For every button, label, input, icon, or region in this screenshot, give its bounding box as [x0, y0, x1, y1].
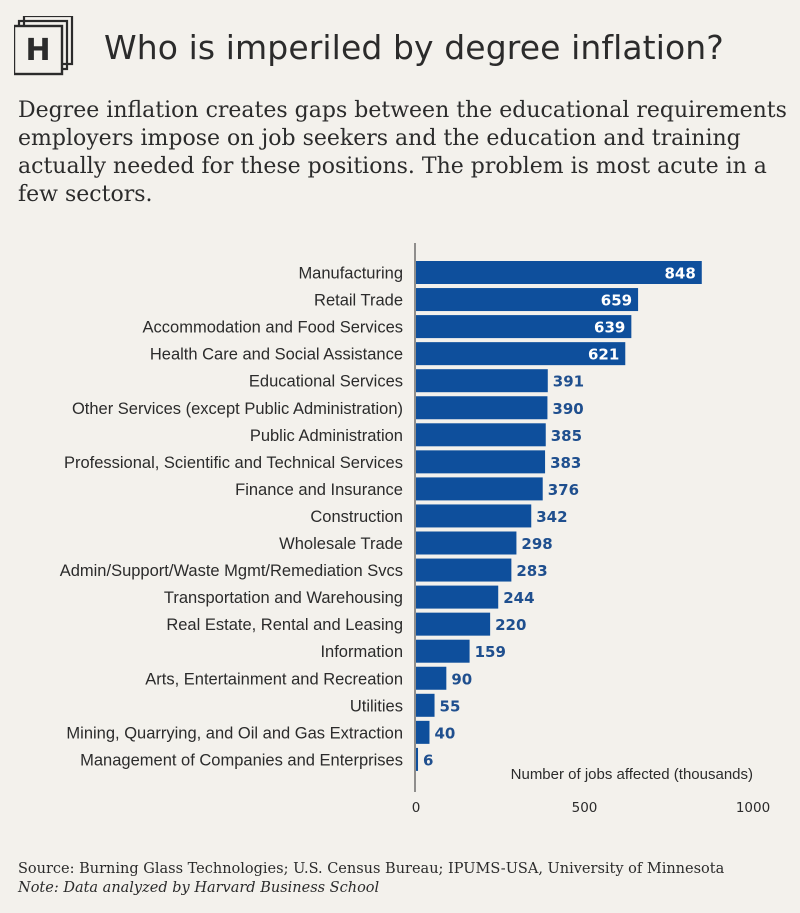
bar — [416, 423, 546, 447]
data-label: 55 — [440, 697, 461, 715]
bar — [416, 558, 512, 582]
bar — [416, 747, 419, 771]
bar — [416, 477, 543, 501]
x-tick-label: 0 — [412, 800, 421, 816]
category-label: Management of Companies and Enterprises — [80, 751, 403, 769]
bar — [416, 720, 430, 744]
category-label: Transportation and Warehousing — [164, 589, 403, 607]
footer: Source: Burning Glass Technologies; U.S.… — [18, 861, 724, 896]
bar — [416, 369, 548, 393]
x-tick-label: 1000 — [736, 800, 770, 816]
data-label: 639 — [594, 319, 625, 337]
data-label: 244 — [503, 589, 534, 607]
data-label: 385 — [551, 427, 582, 445]
data-label: 342 — [536, 508, 567, 526]
category-label: Utilities — [350, 697, 403, 715]
data-label: 90 — [451, 670, 472, 688]
category-label: Professional, Scientific and Technical S… — [64, 454, 403, 472]
data-label: 6 — [423, 751, 433, 769]
category-label: Public Administration — [250, 427, 403, 445]
bar — [416, 342, 626, 366]
category-label: Real Estate, Rental and Leasing — [166, 616, 403, 634]
category-label: Mining, Quarrying, and Oil and Gas Extra… — [66, 724, 403, 742]
category-label: Educational Services — [249, 373, 403, 391]
x-axis-title: Number of jobs affected (thousands) — [511, 766, 753, 783]
data-label: 659 — [601, 292, 632, 310]
bar — [416, 396, 548, 420]
category-label: Health Care and Social Assistance — [150, 346, 403, 364]
data-label: 298 — [521, 535, 552, 553]
data-label: 220 — [495, 616, 526, 634]
category-label: Admin/Support/Waste Mgmt/Remediation Svc… — [60, 562, 403, 580]
logo-letter: H — [25, 33, 50, 68]
source-text: Source: Burning Glass Technologies; U.S.… — [18, 861, 725, 877]
bar-chart: Manufacturing 848 Retail Trade 659 Accommoda… — [60, 243, 770, 816]
data-label: 391 — [553, 373, 584, 391]
data-label: 159 — [475, 643, 506, 661]
bar — [416, 585, 499, 609]
category-label: Manufacturing — [298, 265, 403, 283]
bar — [416, 261, 702, 284]
category-label: Finance and Insurance — [235, 481, 403, 499]
data-label: 621 — [588, 346, 619, 364]
bar — [416, 693, 435, 717]
category-label: Retail Trade — [314, 292, 403, 310]
bar — [416, 612, 491, 636]
data-label: 283 — [516, 562, 547, 580]
data-label: 376 — [548, 481, 579, 499]
data-label: 848 — [664, 265, 695, 283]
page-title: Who is imperiled by degree inflation? — [104, 28, 724, 67]
note-text: Note: Data analyzed by Harvard Business … — [18, 880, 380, 896]
page-subtitle: Degree inflation creates gaps between th… — [18, 98, 787, 207]
category-label: Construction — [310, 508, 403, 526]
category-label: Arts, Entertainment and Recreation — [145, 670, 403, 688]
data-label: 383 — [550, 454, 581, 472]
category-label: Accommodation and Food Services — [143, 319, 403, 337]
data-label: 390 — [552, 400, 583, 418]
category-label: Wholesale Trade — [279, 535, 403, 553]
category-label: Information — [320, 643, 403, 661]
x-tick-label: 500 — [572, 800, 598, 816]
bar — [416, 531, 517, 555]
data-label: 40 — [434, 724, 455, 742]
bar — [416, 666, 447, 690]
bar — [416, 450, 546, 474]
bar — [416, 315, 632, 339]
bar — [416, 288, 639, 312]
category-label: Other Services (except Public Administra… — [72, 400, 403, 418]
bar — [416, 504, 532, 528]
hbr-logo: H — [12, 14, 74, 76]
bar — [416, 639, 470, 663]
